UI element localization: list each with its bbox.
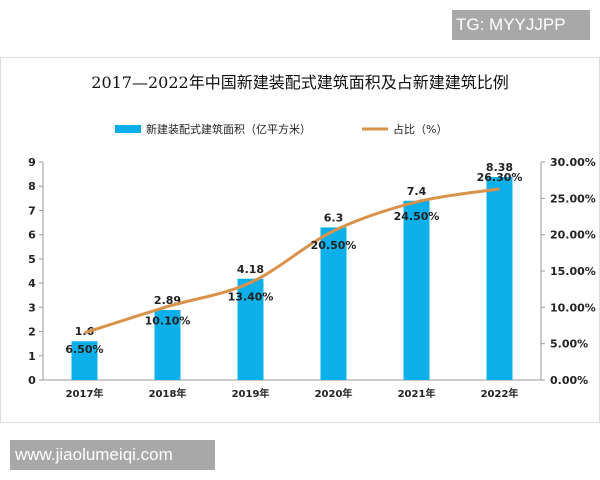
right-tick-label: 10.00%: [550, 301, 596, 314]
line-value-label: 24.50%: [394, 210, 440, 223]
ratio-line: [84, 187, 500, 335]
bar-value-label: 4.18: [237, 263, 264, 276]
right-tick-label: 30.00%: [550, 156, 596, 169]
watermark-top: TG: MYYJJPP: [452, 10, 590, 40]
left-tick-label: 5: [28, 253, 36, 266]
bar-value-label: 6.3: [324, 211, 344, 224]
left-tick-label: 0: [28, 374, 36, 387]
right-tick-label: 20.00%: [550, 229, 596, 242]
right-tick-label: 25.00%: [550, 192, 596, 205]
right-tick-label: 15.00%: [550, 265, 596, 278]
line-value-label: 13.40%: [228, 291, 274, 304]
bar: [71, 341, 98, 380]
left-tick-label: 2: [28, 326, 36, 339]
left-tick-label: 7: [28, 204, 36, 217]
x-tick-label: 2017年: [66, 387, 104, 400]
watermark-bottom: www.jiaolumeiqi.com: [10, 440, 215, 470]
bar: [154, 309, 181, 380]
bar: [237, 278, 264, 380]
x-tick-label: 2020年: [315, 387, 353, 400]
left-tick-label: 4: [28, 277, 36, 290]
left-tick-label: 6: [28, 229, 36, 242]
right-tick-label: 5.00%: [550, 338, 588, 351]
bar-value-label: 8.38: [486, 161, 513, 174]
bar: [320, 227, 347, 380]
legend-bar-swatch: [115, 125, 141, 133]
bar: [486, 177, 513, 380]
bar: [403, 200, 430, 380]
left-tick-label: 3: [28, 301, 36, 314]
bar-value-label: 7.4: [407, 185, 427, 198]
legend-line-label: 占比（%）: [393, 122, 447, 136]
x-tick-label: 2018年: [149, 387, 187, 400]
line-value-label: 6.50%: [65, 343, 103, 356]
chart-title: 2017—2022年中国新建装配式建筑面积及占新建建筑比例: [91, 73, 508, 92]
x-tick-label: 2022年: [481, 387, 519, 400]
right-tick-label: 0.00%: [550, 374, 588, 387]
left-tick-label: 8: [28, 180, 36, 193]
left-tick-label: 1: [28, 350, 36, 363]
line-value-label: 20.50%: [311, 239, 357, 252]
line-value-label: 10.10%: [145, 315, 191, 328]
x-tick-label: 2021年: [398, 387, 436, 400]
legend-bar-label: 新建装配式建筑面积（亿平方米）: [146, 122, 311, 136]
left-tick-label: 9: [28, 156, 36, 169]
x-tick-label: 2019年: [232, 387, 270, 400]
line-value-label: 26.30%: [477, 171, 523, 184]
